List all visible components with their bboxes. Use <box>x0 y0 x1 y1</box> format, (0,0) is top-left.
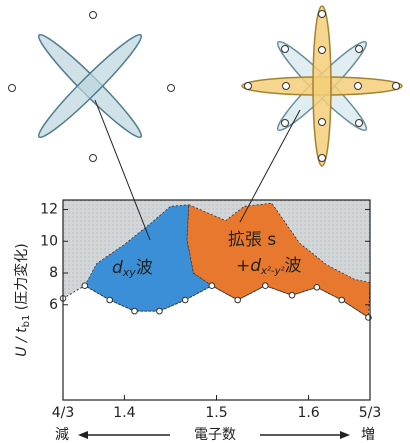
plot: 6 8 10 12 4/3 1.4 1.5 1.6 5/3 <box>40 200 381 421</box>
boundary-point <box>209 283 215 289</box>
boundary-point <box>339 297 345 303</box>
phase-sub: x²-y² <box>260 266 284 277</box>
x-label-left: 減 <box>55 426 69 443</box>
y-label-main: U / t <box>14 327 30 357</box>
phase-main: +d <box>236 256 261 276</box>
y-tick-label: 10 <box>40 233 58 249</box>
y-tick-label: 8 <box>49 265 58 281</box>
phase-main: d <box>112 258 123 278</box>
y-label-sub: b1 <box>21 315 32 328</box>
s-d-orbital <box>242 6 402 166</box>
phase-suffix: 波 <box>136 258 153 278</box>
boundary-point <box>82 283 88 289</box>
boundary-point <box>263 283 269 289</box>
phase-label: 拡張 s <box>228 230 276 250</box>
boundary-point <box>314 285 320 291</box>
x-tick-label: 1.5 <box>205 405 227 421</box>
x-label-center: 電子数 <box>194 427 236 443</box>
y-tick-label: 12 <box>40 202 58 218</box>
boundary-point <box>289 292 295 298</box>
x-tick-label: 4/3 <box>52 405 75 421</box>
boundary-point <box>132 308 138 314</box>
y-label-rest: (圧力変化) <box>13 243 30 314</box>
phase-sub: xy <box>122 266 137 279</box>
x-tick-label: 5/3 <box>359 405 382 421</box>
x-label-right: 増 <box>361 427 375 443</box>
boundary-point <box>235 297 241 303</box>
y-tick-label: 6 <box>49 297 58 313</box>
y-axis-label: U / tb1 (圧力変化) <box>13 243 32 356</box>
dxy-orbital <box>33 29 148 144</box>
boundary-point <box>157 308 163 314</box>
boundary-point <box>182 297 188 303</box>
x-tick-label: 1.6 <box>297 405 319 421</box>
boundary-point <box>107 297 113 303</box>
x-tick-label: 1.4 <box>113 405 135 421</box>
figure: 6810124/31.41.51.65/3 dxy波 拡張 s +dx²-y²波… <box>0 0 410 443</box>
phase-suffix: 波 <box>285 256 302 276</box>
